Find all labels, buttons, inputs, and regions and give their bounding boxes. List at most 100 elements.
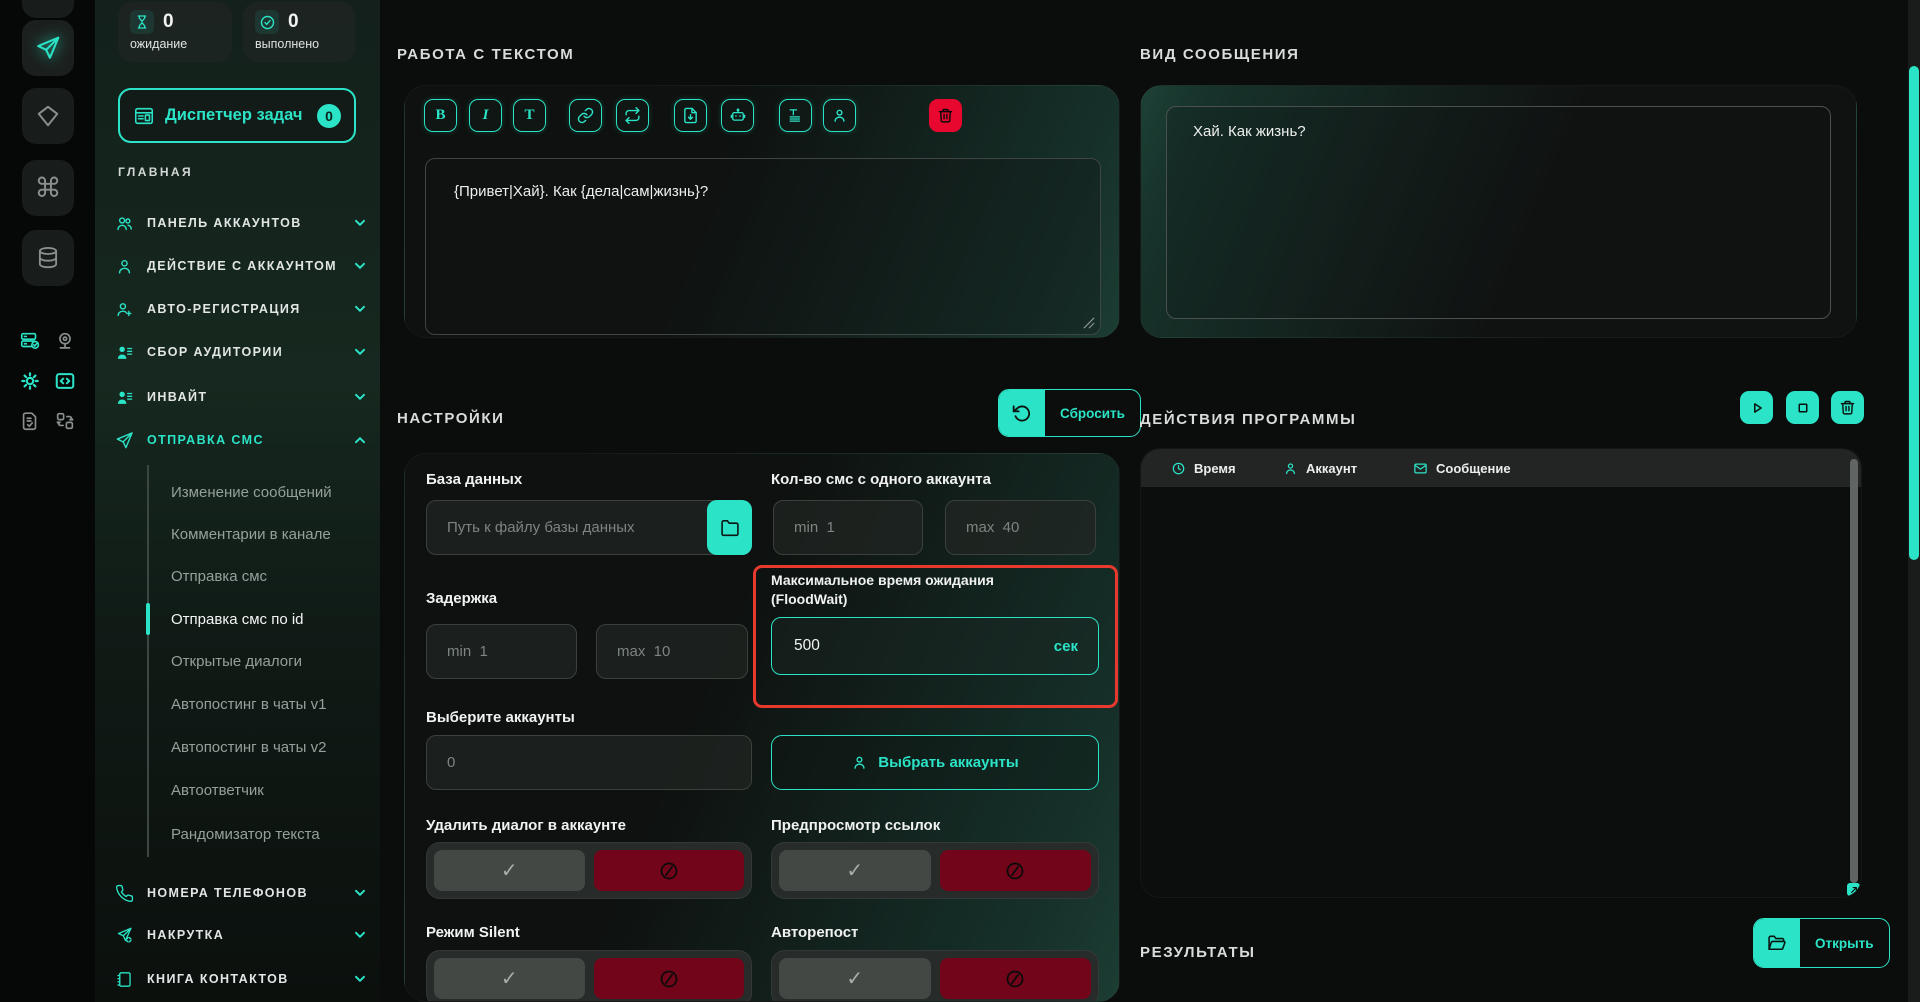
code-window-icon[interactable] (54, 370, 76, 392)
subitem-send-sms-by-id[interactable]: Отправка смс по id (171, 610, 304, 628)
sidebar-item-account-action[interactable]: ДЕЙСТВИЕ С АККАУНТОМ (115, 248, 366, 284)
open-results-button[interactable]: Открыть (1753, 918, 1890, 968)
sidebar-item-accounts-panel[interactable]: ПАНЕЛЬ АККАУНТОВ (115, 205, 366, 241)
sidebar-item-label: НАКРУТКА (147, 928, 225, 942)
sidebar-item-audience-collect[interactable]: СБОР АУДИТОРИИ (115, 334, 366, 370)
bold-button[interactable]: B (424, 99, 457, 132)
delay-max-input[interactable] (596, 624, 748, 679)
table-resize-handle[interactable] (1847, 883, 1860, 896)
message-preview-box: Хай. Как жизнь? (1166, 106, 1831, 319)
sidebar-item-sms-sending[interactable]: ОТПРАВКА СМС (115, 422, 366, 458)
actions-log-table: Время Аккаунт Сообщение (1140, 448, 1862, 898)
person-icon (831, 107, 848, 124)
sidebar-item-boosting[interactable]: НАКРУТКА (115, 917, 366, 953)
rail-button-database[interactable] (22, 230, 74, 286)
autorepost-label: Авторепост (771, 924, 859, 941)
toggle-no-button[interactable] (939, 958, 1091, 999)
chevron-down-icon (354, 393, 366, 401)
stop-button[interactable] (1786, 391, 1819, 424)
delay-min-input[interactable] (426, 624, 577, 679)
file-download-icon (682, 107, 699, 124)
text-template-button[interactable] (779, 99, 812, 132)
accounts-label: Выберите аккаунты (426, 709, 575, 726)
start-button[interactable] (1740, 391, 1773, 424)
sidebar-item-auto-registration[interactable]: АВТО-РЕГИСТРАЦИЯ (115, 291, 366, 327)
subitem-channel-comments[interactable]: Комментарии в канале (171, 525, 331, 543)
text-work-title: РАБОТА С ТЕКСТОМ (397, 46, 575, 64)
person-icon (115, 257, 134, 276)
check-icon: ✓ (500, 860, 518, 882)
rail-button-sender[interactable] (22, 20, 74, 76)
ban-icon (1004, 860, 1026, 882)
ban-icon (658, 860, 680, 882)
toggle-no-button[interactable] (939, 850, 1091, 891)
webcam-icon[interactable] (54, 330, 76, 352)
document-check-icon[interactable] (19, 410, 41, 432)
subnav-line (147, 465, 149, 857)
italic-button[interactable]: I (469, 99, 502, 132)
bot-button[interactable] (721, 99, 754, 132)
message-text-input[interactable]: {Привет|Хай}. Как {дела|сам|жизнь}? (425, 158, 1101, 335)
database-path-input[interactable] (426, 500, 752, 555)
task-manager-button[interactable]: Диспетчер задач 0 (118, 88, 356, 143)
people-icon (115, 214, 134, 233)
text-icon: T (524, 107, 535, 123)
rail-button-premium[interactable] (22, 88, 74, 144)
subitem-edit-messages[interactable]: Изменение сообщений (171, 483, 332, 501)
clock-icon (1171, 461, 1186, 476)
sidebar-item-invite[interactable]: ИНВАЙТ (115, 379, 366, 415)
swap-grid-icon[interactable] (54, 410, 76, 432)
mail-icon (1413, 461, 1428, 476)
subitem-send-sms[interactable]: Отправка смс (171, 567, 268, 585)
sidebar-item-label: ОТПРАВКА СМС (147, 433, 264, 447)
database-icon (35, 245, 61, 271)
clear-text-button[interactable] (929, 99, 962, 132)
subitem-open-dialogs[interactable]: Открытые диалоги (171, 652, 302, 670)
done-count: 0 (288, 11, 299, 32)
toggle-yes-button[interactable]: ✓ (434, 850, 585, 891)
italic-icon: I (482, 107, 489, 123)
chevron-down-icon (354, 975, 366, 983)
column-message: Сообщение (1413, 449, 1511, 487)
actions-title: ДЕЙСТВИЯ ПРОГРАММЫ (1140, 411, 1357, 429)
browse-folder-button[interactable] (707, 500, 752, 555)
select-accounts-label: Выбрать аккаунты (878, 754, 1019, 771)
file-insert-button[interactable] (674, 99, 707, 132)
pending-label: ожидание (130, 37, 188, 51)
toggle-no-button[interactable] (593, 958, 744, 999)
repost-button[interactable] (616, 99, 649, 132)
autorepost-toggle: ✓ (771, 950, 1099, 1001)
sidebar-item-phone-numbers[interactable]: НОМЕРА ТЕЛЕФОНОВ (115, 875, 366, 911)
sidebar-item-label: АВТО-РЕГИСТРАЦИЯ (147, 302, 301, 316)
sms-min-input[interactable] (773, 500, 923, 555)
subitem-text-randomizer[interactable]: Рандомизатор текста (171, 825, 320, 843)
check-circle-icon (255, 10, 279, 34)
toggle-yes-button[interactable]: ✓ (434, 958, 585, 999)
page-scrollbar-thumb[interactable] (1909, 66, 1919, 560)
resize-handle-icon[interactable] (1083, 317, 1095, 329)
accounts-count-input[interactable] (426, 735, 752, 790)
link-button[interactable] (569, 99, 602, 132)
task-manager-label: Диспетчер задач (165, 106, 303, 124)
floodwait-input[interactable] (792, 636, 1054, 656)
toggle-no-button[interactable] (593, 850, 744, 891)
message-view-title: ВИД СООБЩЕНИЯ (1140, 46, 1300, 64)
sms-max-input[interactable] (945, 500, 1096, 555)
rail-button-partial[interactable] (22, 0, 74, 18)
check-icon: ✓ (846, 968, 864, 990)
mention-button[interactable] (823, 99, 856, 132)
clear-log-button[interactable] (1831, 391, 1864, 424)
text-style-button[interactable]: T (513, 99, 546, 132)
reset-button[interactable]: Сбросить (998, 389, 1141, 437)
gear-icon[interactable] (19, 370, 41, 392)
server-check-icon[interactable] (19, 330, 41, 352)
select-accounts-button[interactable]: Выбрать аккаунты (771, 735, 1099, 790)
toggle-yes-button[interactable]: ✓ (779, 958, 931, 999)
toggle-yes-button[interactable]: ✓ (779, 850, 931, 891)
subitem-autoresponder[interactable]: Автоответчик (171, 781, 264, 799)
table-scrollbar-thumb[interactable] (1850, 459, 1858, 883)
rail-button-command[interactable]: ⌘ (22, 160, 74, 216)
subitem-autoposting-v2[interactable]: Автопостинг в чаты v2 (171, 738, 327, 756)
subitem-autoposting-v1[interactable]: Автопостинг в чаты v1 (171, 695, 327, 713)
sidebar-item-contacts-book[interactable]: КНИГА КОНТАКТОВ (115, 961, 366, 997)
